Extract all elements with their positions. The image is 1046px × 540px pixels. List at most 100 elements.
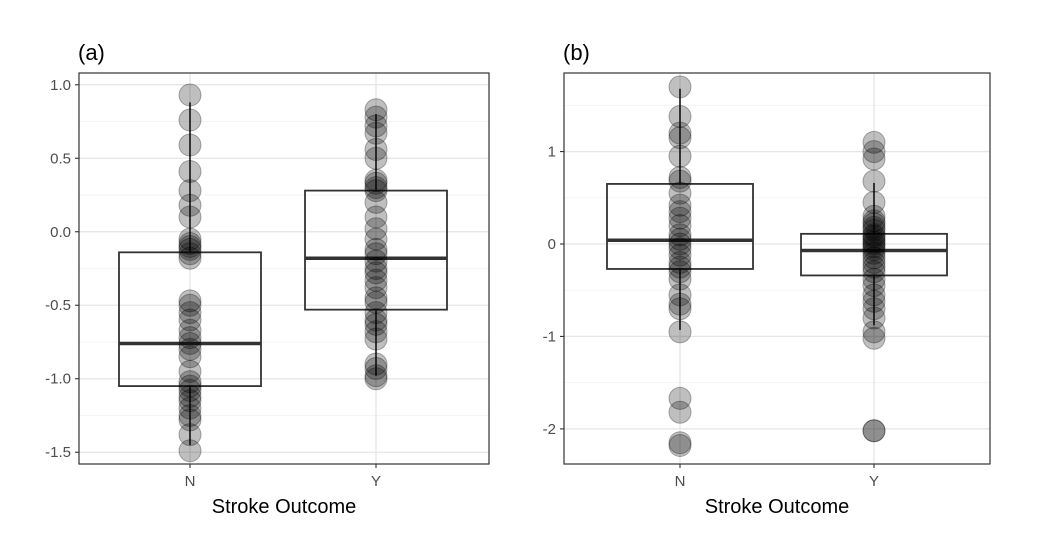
data-point-N <box>178 318 202 342</box>
y-tick-label: -1 <box>543 328 556 345</box>
data-point-N <box>668 104 692 128</box>
data-point-Y <box>364 242 388 266</box>
data-point-N <box>178 337 202 361</box>
data-point-Y <box>862 419 886 443</box>
data-point-Y <box>364 268 388 292</box>
data-point-Y <box>862 255 886 279</box>
data-point-Y <box>364 276 388 300</box>
y-tick-label: 1.0 <box>50 77 71 94</box>
data-point-Y <box>862 227 886 251</box>
data-point-N <box>668 200 692 224</box>
data-point-Y <box>364 352 388 376</box>
data-point-N <box>178 232 202 256</box>
data-point-N <box>668 292 692 316</box>
data-point-Y <box>862 190 886 214</box>
data-point-Y <box>862 297 886 321</box>
data-point-Y <box>862 289 886 313</box>
data-point-Y <box>862 212 886 236</box>
data-point-Y <box>364 227 388 251</box>
data-point-Y <box>364 308 388 332</box>
data-point-N <box>178 308 202 332</box>
data-point-Y <box>364 190 388 214</box>
x-tick-label-N: N <box>675 473 686 490</box>
data-point-Y <box>364 217 388 241</box>
data-point-Y <box>862 147 886 171</box>
data-point-Y <box>364 137 388 161</box>
panel-tag: (b) <box>563 40 590 65</box>
data-point-N <box>668 386 692 410</box>
data-point-Y <box>862 215 886 239</box>
data-point-N <box>178 83 202 107</box>
data-point-N <box>668 400 692 424</box>
data-point-N <box>178 193 202 217</box>
box-Y <box>800 232 948 277</box>
data-point-N <box>178 374 202 398</box>
data-point-N <box>668 237 692 261</box>
data-point-Y <box>364 121 388 145</box>
data-point-Y <box>862 209 886 233</box>
data-point-N <box>668 144 692 168</box>
data-point-Y <box>364 146 388 170</box>
data-point-Y <box>364 205 388 229</box>
x-tick-label-Y: Y <box>869 473 879 490</box>
x-axis-title: Stroke Outcome <box>212 496 357 518</box>
data-point-N <box>178 301 202 325</box>
data-point-Y <box>364 257 388 280</box>
data-point-Y <box>862 204 886 228</box>
y-tick-label: -1.0 <box>45 371 71 388</box>
x-axis-title: Stroke Outcome <box>705 496 850 518</box>
data-point-N <box>668 232 692 256</box>
y-tick-label: 0.5 <box>50 150 71 167</box>
data-point-N <box>178 133 202 157</box>
data-point-N <box>668 431 692 455</box>
data-point-Y <box>364 237 388 261</box>
data-point-Y <box>862 130 886 154</box>
panel-tag: (a) <box>78 40 105 65</box>
data-point-Y <box>862 169 886 193</box>
data-point-Y <box>862 274 886 298</box>
data-point-Y <box>862 306 886 330</box>
data-point-N <box>668 126 692 150</box>
data-point-N <box>178 370 202 394</box>
data-point-N <box>668 243 692 267</box>
data-point-Y <box>862 419 886 443</box>
y-tick-label: -1.5 <box>45 444 71 461</box>
data-point-Y <box>364 356 388 380</box>
data-point-Y <box>364 249 388 273</box>
data-point-Y <box>364 312 388 336</box>
chart-panel-b: 1 0 -1 -2 N Y Stroke Outcome (b) <box>543 40 991 518</box>
data-point-Y <box>862 260 886 284</box>
data-point-N <box>178 179 202 203</box>
data-point-Y <box>364 171 388 195</box>
data-point-N <box>668 283 692 307</box>
data-point-Y <box>364 286 388 310</box>
y-tick-label: -2 <box>543 421 556 438</box>
data-point-Y <box>364 98 388 122</box>
data-point-N <box>668 227 692 251</box>
data-point-N <box>178 237 202 261</box>
data-point-N <box>668 267 692 291</box>
data-point-Y <box>364 301 388 325</box>
data-point-Y <box>364 367 388 391</box>
data-point-Y <box>862 283 886 307</box>
data-point-N <box>178 439 202 463</box>
data-point-Y <box>862 218 886 242</box>
data-point-Y <box>364 327 388 351</box>
data-point-N <box>668 193 692 217</box>
data-point-N <box>178 384 202 408</box>
box-Y <box>304 189 448 311</box>
data-point-N <box>668 320 692 344</box>
data-point-N <box>178 205 202 229</box>
box-N <box>118 251 262 387</box>
data-point-N <box>178 345 202 369</box>
data-point-N <box>178 408 202 432</box>
y-tick-label: 0.0 <box>50 224 71 241</box>
data-point-Y <box>862 241 886 265</box>
data-point-Y <box>862 326 886 350</box>
data-point-N <box>668 434 692 458</box>
data-point-Y <box>862 320 886 344</box>
data-point-Y <box>364 179 388 203</box>
data-point-Y <box>364 114 388 138</box>
data-point-N <box>178 159 202 183</box>
